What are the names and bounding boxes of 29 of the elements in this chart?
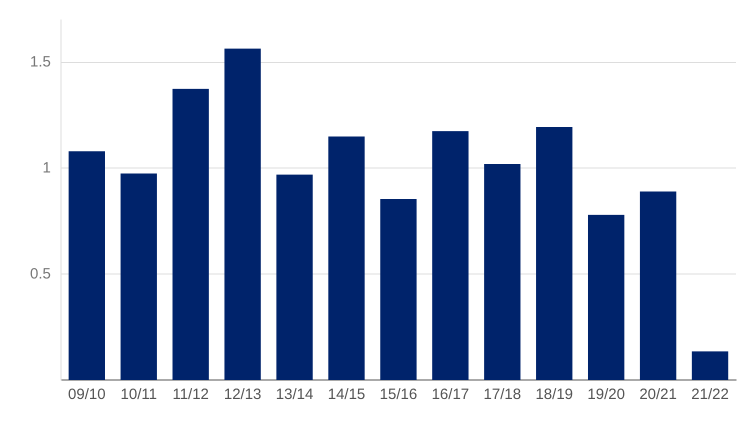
bar: [432, 131, 469, 380]
x-tick-label: 16/17: [432, 386, 470, 404]
x-tick-label: 14/15: [328, 386, 366, 404]
x-tick-label: 20/21: [639, 386, 677, 404]
bar: [68, 151, 105, 380]
x-tick-label: 12/13: [224, 386, 262, 404]
x-tick-label: 18/19: [535, 386, 574, 404]
x-tick-label: 10/11: [120, 386, 157, 404]
bar: [224, 48, 261, 380]
bar: [536, 126, 572, 380]
bar: [172, 88, 209, 380]
y-tick-label: 1: [42, 159, 51, 176]
bar: [380, 198, 417, 380]
bar: [692, 351, 728, 380]
x-tick-label: 21/22: [691, 386, 729, 404]
bar: [276, 174, 313, 380]
bar: [484, 164, 520, 380]
x-tick-label: 09/10: [68, 386, 106, 404]
bar: [588, 214, 624, 380]
bar: [120, 174, 157, 380]
bar: [640, 192, 676, 380]
x-tick-label: 11/12: [172, 386, 209, 404]
x-tick-label: 15/16: [380, 386, 418, 404]
x-tick-label: 17/18: [484, 386, 522, 404]
x-tick-label: 19/20: [587, 386, 625, 404]
bar: [328, 136, 365, 380]
x-tick-label: 13/14: [276, 386, 314, 404]
y-tick-label: 0.5: [30, 265, 51, 282]
y-tick-label: 1.5: [30, 53, 51, 70]
